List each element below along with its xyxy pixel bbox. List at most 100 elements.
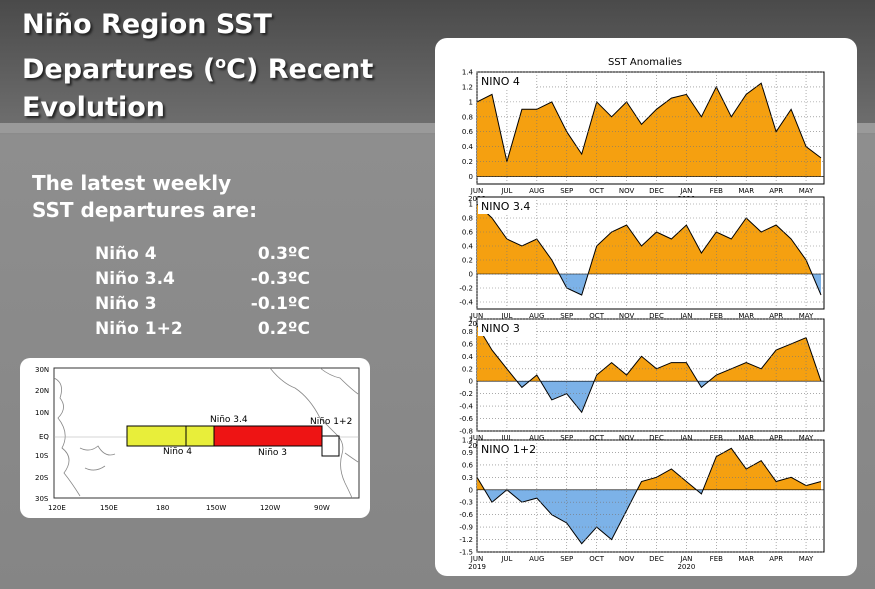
nino-regions-map: Niño 4 Niño 3.4 Niño 3 Niño 1+2 30N 20N … [20,358,370,518]
lat-label: 10N [35,409,49,417]
x-tick-label: MAY [799,187,814,195]
y-tick-label: -0.9 [459,524,473,532]
x-tick-label: JAN [679,187,692,195]
panel-name-bg [478,321,536,336]
x-tick-label: AUG [529,555,544,563]
departure-row: Niño 3 -0.1ºC [95,294,310,319]
x-tick-label: JAN [679,312,692,320]
departure-row: Niño 1+2 0.2ºC [95,319,310,344]
y-tick-label: -0.2 [459,285,473,293]
y-tick-label: 0 [469,271,473,279]
nino12-label: Niño 1+2 [310,417,352,427]
x-tick-label: JUL [500,312,512,320]
x-tick-label: JUN [470,434,483,442]
lon-label: 120E [48,504,66,512]
panel-name-bg [478,442,536,457]
nino3-label: Niño 3 [258,448,287,458]
x-tick-label: SEP [560,434,573,442]
x-tick-label: JUN [470,555,483,563]
x-tick-label: NOV [619,312,635,320]
y-tick-label: 0 [469,378,473,386]
lon-label: 180 [156,504,169,512]
panel-name: NINO 3 [481,322,520,335]
subtitle: The latest weekly SST departures are: [32,170,257,224]
x-tick-label: MAR [738,555,754,563]
x-tick-label: OCT [589,434,604,442]
lat-label: 30S [35,495,49,503]
y-tick-label: 0.8 [462,215,473,223]
lon-label: 90W [314,504,330,512]
x-tick-label: JUL [500,434,512,442]
departure-row: Niño 4 0.3ºC [95,244,310,269]
x-tick-label: APR [769,434,783,442]
x-tick-label: OCT [589,187,604,195]
y-tick-label: 0.2 [462,365,473,373]
sst-anomalies-card: SST Anomalies 0 0.2 0.4 0.6 0.8 1 1.2 1.4 JUN JUL… [435,38,857,576]
y-tick-label: 1 [469,201,473,209]
map-svg: Niño 4 Niño 3.4 Niño 3 Niño 1+2 30N 20N … [35,366,360,512]
title-line-3: Evolution [22,92,166,123]
lat-label: 10S [35,452,49,460]
x-tick-label: DEC [649,555,664,563]
y-tick-label: 0.4 [462,353,474,361]
subtitle-line-1: The latest weekly [32,171,232,195]
series-line [477,203,822,296]
y-tick-label: -0.6 [459,415,473,423]
nino3-box [213,425,323,447]
series-line [477,324,822,414]
year-label: 2019 [468,563,486,571]
y-tick-label: 0.2 [462,158,473,166]
lat-label: 20N [35,387,49,395]
title-degree-sup: o [215,53,227,72]
x-tick-label: MAR [738,187,754,195]
y-tick-label: 0.8 [462,113,473,121]
negative-area [477,489,821,544]
y-tick-label: 0.9 [462,449,473,457]
region-value: 0.3ºC [257,244,310,264]
y-tick-label: 0.6 [462,128,474,136]
x-tick-label: JAN [679,555,692,563]
nino34-label: Niño 3.4 [210,415,248,425]
region-value: -0.1ºC [250,294,310,314]
nino12-box [321,435,340,457]
positive-area [477,83,821,177]
year-label: 2020 [677,563,695,571]
region-name: Niño 4 [95,244,157,264]
x-tick-label: MAY [799,434,814,442]
region-name: Niño 1+2 [95,319,183,339]
x-tick-label: JUN [470,312,483,320]
anomaly-panel: -0.8 -0.6 -0.4 -0.2 0 0.2 0.4 0.6 0.8 1 JUN JUL AUG S… [459,316,825,450]
departure-row: Niño 3.4 -0.3ºC [95,269,310,294]
x-tick-label: MAR [738,434,754,442]
y-tick-label: 0.3 [462,474,473,482]
panel-name: NINO 4 [481,75,520,88]
panel-name-bg [478,74,536,89]
x-tick-label: FEB [710,187,723,195]
region-value: 0.2ºC [257,319,310,339]
x-tick-label: FEB [710,312,723,320]
x-tick-label: NOV [619,434,635,442]
y-tick-label: 0.6 [462,461,474,469]
panel-name-bg [478,199,536,214]
y-tick-label: 0.4 [462,143,474,151]
anomaly-panel: 0 0.2 0.4 0.6 0.8 1 1.2 1.4 JUN JUL AUG SEP OCT NOV DE… [462,69,825,203]
y-tick-label: -0.4 [459,299,473,307]
region-name: Niño 3 [95,294,157,314]
y-tick-label: -1.2 [459,536,473,544]
negative-area [477,274,821,295]
y-tick-label: 0.6 [462,340,474,348]
y-tick-label: 1 [469,316,473,324]
x-tick-label: NOV [619,555,635,563]
x-tick-label: JUL [500,187,512,195]
x-tick-label: SEP [560,555,573,563]
lat-label: EQ [39,433,49,441]
y-tick-label: 0.2 [462,257,473,265]
panel-name: NINO 1+2 [481,443,536,456]
title-line-1: Niño Region SST [22,9,272,40]
x-tick-label: MAY [799,312,814,320]
lon-label: 150W [206,504,226,512]
lon-label: 150E [100,504,118,512]
x-tick-label: DEC [649,187,664,195]
